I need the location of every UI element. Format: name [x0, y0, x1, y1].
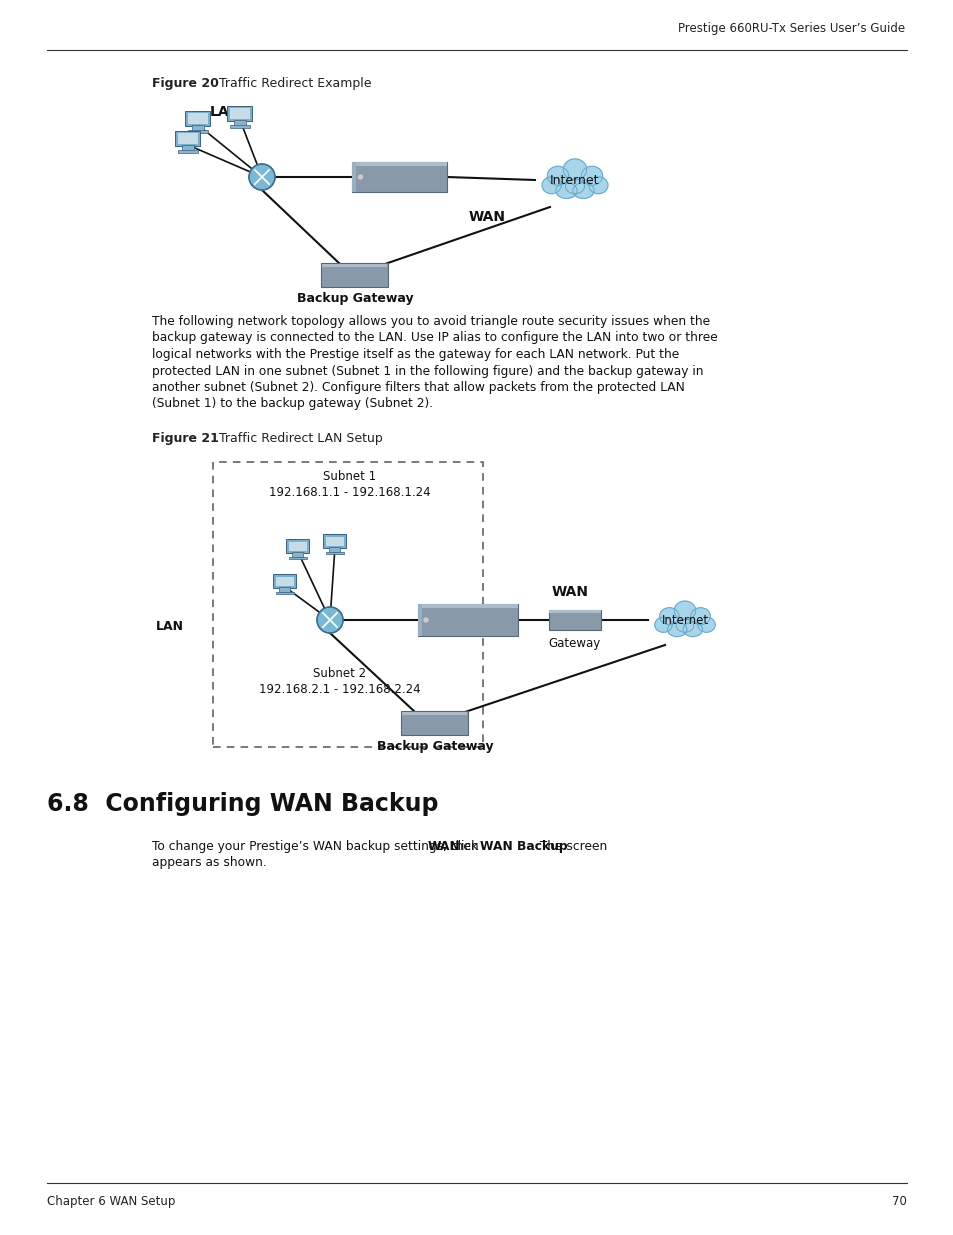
- Text: 192.168.2.1 - 192.168.2.24: 192.168.2.1 - 192.168.2.24: [259, 683, 420, 697]
- Text: Traffic Redirect LAN Setup: Traffic Redirect LAN Setup: [207, 432, 382, 445]
- Ellipse shape: [697, 618, 715, 632]
- FancyBboxPatch shape: [276, 592, 294, 594]
- Text: Internet: Internet: [660, 614, 708, 626]
- FancyBboxPatch shape: [233, 120, 246, 126]
- FancyBboxPatch shape: [417, 604, 517, 636]
- Text: WAN: WAN: [427, 840, 460, 853]
- Text: Prestige 660RU-Tx Series User’s Guide: Prestige 660RU-Tx Series User’s Guide: [678, 22, 904, 35]
- FancyBboxPatch shape: [289, 542, 307, 551]
- Ellipse shape: [667, 622, 686, 636]
- Text: The following network topology allows you to avoid triangle route security issue: The following network topology allows yo…: [152, 315, 709, 329]
- Text: . The screen: . The screen: [531, 840, 606, 853]
- Ellipse shape: [654, 618, 672, 632]
- FancyBboxPatch shape: [175, 131, 200, 146]
- Text: logical networks with the Prestige itself as the gateway for each LAN network. P: logical networks with the Prestige itsel…: [152, 348, 679, 361]
- Ellipse shape: [674, 601, 695, 620]
- Ellipse shape: [588, 177, 607, 194]
- FancyBboxPatch shape: [279, 587, 291, 592]
- FancyBboxPatch shape: [329, 547, 340, 552]
- Text: Chapter 6 WAN Setup: Chapter 6 WAN Setup: [47, 1195, 175, 1208]
- Text: appears as shown.: appears as shown.: [152, 856, 267, 869]
- FancyBboxPatch shape: [352, 162, 447, 191]
- FancyBboxPatch shape: [402, 713, 467, 715]
- Circle shape: [249, 164, 274, 190]
- Text: , then: , then: [443, 840, 482, 853]
- Ellipse shape: [547, 167, 568, 185]
- FancyBboxPatch shape: [188, 130, 208, 132]
- FancyBboxPatch shape: [178, 151, 197, 153]
- Text: To change your Prestige’s WAN backup settings, click: To change your Prestige’s WAN backup set…: [152, 840, 481, 853]
- FancyBboxPatch shape: [231, 125, 250, 127]
- FancyBboxPatch shape: [352, 162, 447, 165]
- FancyBboxPatch shape: [548, 610, 600, 630]
- FancyBboxPatch shape: [227, 106, 253, 121]
- Text: backup gateway is connected to the LAN. Use IP alias to configure the LAN into t: backup gateway is connected to the LAN. …: [152, 331, 717, 345]
- FancyBboxPatch shape: [286, 540, 309, 552]
- Text: WAN: WAN: [551, 585, 588, 599]
- Text: Backup Gateway: Backup Gateway: [296, 291, 413, 305]
- Circle shape: [423, 618, 428, 622]
- FancyBboxPatch shape: [188, 114, 208, 124]
- FancyBboxPatch shape: [230, 109, 250, 119]
- Ellipse shape: [556, 183, 577, 199]
- Text: 70: 70: [891, 1195, 906, 1208]
- Circle shape: [316, 606, 343, 634]
- Ellipse shape: [659, 608, 679, 625]
- FancyBboxPatch shape: [274, 574, 296, 588]
- Ellipse shape: [682, 622, 701, 636]
- Text: Traffic Redirect Example: Traffic Redirect Example: [207, 77, 371, 90]
- FancyBboxPatch shape: [178, 133, 198, 144]
- FancyBboxPatch shape: [401, 711, 468, 735]
- Text: protected LAN in one subnet (Subnet 1 in the following figure) and the backup ga: protected LAN in one subnet (Subnet 1 in…: [152, 364, 702, 378]
- Text: Figure 21: Figure 21: [152, 432, 218, 445]
- Ellipse shape: [562, 159, 586, 180]
- Text: Backup Gateway: Backup Gateway: [376, 740, 493, 753]
- FancyBboxPatch shape: [185, 111, 211, 126]
- Circle shape: [358, 175, 362, 179]
- Text: 6.8  Configuring WAN Backup: 6.8 Configuring WAN Backup: [47, 792, 438, 816]
- FancyBboxPatch shape: [326, 536, 344, 546]
- Ellipse shape: [690, 608, 710, 625]
- Text: Internet: Internet: [550, 173, 599, 186]
- FancyBboxPatch shape: [417, 604, 517, 608]
- Ellipse shape: [565, 179, 584, 194]
- FancyBboxPatch shape: [417, 604, 421, 636]
- FancyBboxPatch shape: [326, 552, 343, 555]
- Ellipse shape: [541, 177, 560, 194]
- Text: (Subnet 1) to the backup gateway (Subnet 2).: (Subnet 1) to the backup gateway (Subnet…: [152, 398, 433, 410]
- FancyBboxPatch shape: [192, 125, 204, 131]
- Text: Subnet 2: Subnet 2: [314, 667, 366, 680]
- Ellipse shape: [676, 619, 693, 632]
- Ellipse shape: [572, 183, 594, 199]
- Ellipse shape: [580, 167, 602, 185]
- Text: 192.168.1.1 - 192.168.1.24: 192.168.1.1 - 192.168.1.24: [269, 487, 431, 499]
- FancyBboxPatch shape: [275, 577, 294, 585]
- FancyBboxPatch shape: [323, 534, 346, 547]
- FancyBboxPatch shape: [293, 552, 303, 557]
- Text: Subnet 1: Subnet 1: [323, 471, 376, 483]
- FancyBboxPatch shape: [321, 263, 388, 287]
- Text: Figure 20: Figure 20: [152, 77, 218, 90]
- Text: another subnet (Subnet 2). Configure filters that allow packets from the protect: another subnet (Subnet 2). Configure fil…: [152, 382, 684, 394]
- FancyBboxPatch shape: [289, 557, 307, 559]
- FancyBboxPatch shape: [322, 264, 387, 267]
- Text: WAN Backup: WAN Backup: [479, 840, 567, 853]
- FancyBboxPatch shape: [352, 162, 356, 191]
- FancyBboxPatch shape: [548, 610, 600, 613]
- Text: LAN: LAN: [156, 620, 184, 634]
- Text: LAN: LAN: [209, 105, 240, 119]
- Text: Gateway: Gateway: [548, 637, 600, 650]
- FancyBboxPatch shape: [182, 144, 193, 151]
- Text: WAN: WAN: [468, 210, 505, 224]
